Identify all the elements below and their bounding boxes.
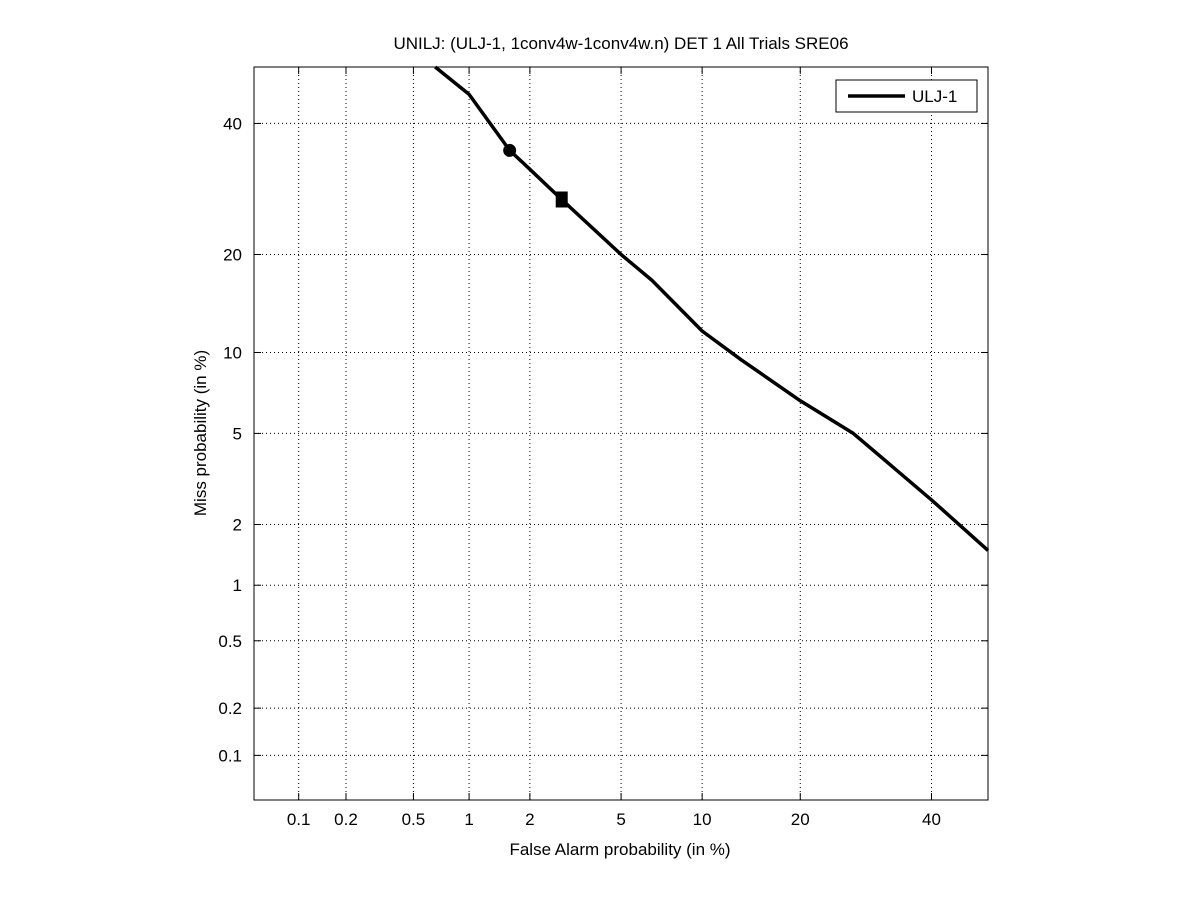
x-tick-label: 0.5 [402,810,426,829]
y-axis-label: Miss probability (in %) [191,350,210,516]
x-tick-label: 0.1 [287,810,311,829]
series-layer [434,65,990,552]
y-tick-label: 2 [233,515,242,534]
y-tick-label: 0.2 [218,699,242,718]
marker-square [555,191,568,208]
x-tick-label: 10 [693,810,712,829]
marker-circle [503,143,517,157]
chart-title: UNILJ: (ULJ-1, 1conv4w-1conv4w.n) DET 1 … [393,34,848,53]
x-axis: 0.1 0.2 0.5 1 2 5 10 20 40 [287,67,941,829]
y-axis: 0.1 0.2 0.5 1 2 5 10 20 40 [218,114,988,765]
y-tick-label: 10 [223,343,242,362]
x-tick-label: 0.2 [334,810,358,829]
y-tick-label: 40 [223,114,242,133]
plot-area-frame [253,66,989,801]
x-axis-label: False Alarm probability (in %) [509,840,730,859]
legend: ULJ-1 [835,79,978,113]
x-tick-label: 20 [791,810,810,829]
legend-label-ulj-1: ULJ-1 [912,87,957,106]
y-tick-label: 5 [233,424,242,443]
x-tick-label: 5 [616,810,625,829]
y-tick-label: 1 [233,576,242,595]
y-tick-label: 0.1 [218,746,242,765]
x-tick-label: 1 [464,810,473,829]
y-tick-label: 0.5 [218,632,242,651]
x-tick-label: 40 [922,810,941,829]
y-tick-label: 20 [223,245,242,264]
grid [254,67,988,800]
x-tick-label: 2 [525,810,534,829]
series-line-ulj-1 [434,65,990,552]
